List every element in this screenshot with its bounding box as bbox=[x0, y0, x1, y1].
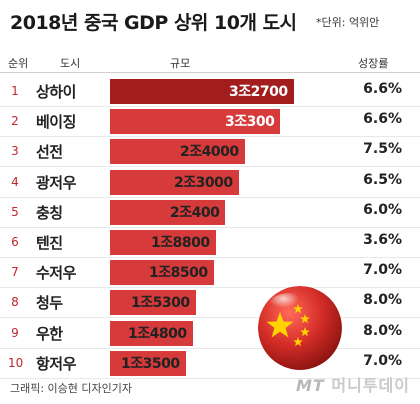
growth-rate-label: 3.6% bbox=[363, 232, 402, 248]
city-label: 선전 bbox=[36, 143, 63, 162]
gdp-value-label: 1조3500 bbox=[121, 355, 180, 372]
gdp-bar bbox=[110, 109, 280, 135]
table-row: 2 베이징 3조300 6.6% bbox=[0, 106, 420, 138]
city-label: 우한 bbox=[36, 324, 63, 343]
header-city: 도시 bbox=[60, 57, 81, 70]
gdp-value-label: 1조5300 bbox=[131, 295, 190, 312]
growth-rate-label: 8.0% bbox=[363, 322, 402, 339]
rank-label: 7 bbox=[11, 265, 19, 280]
gdp-value-label: 2조3000 bbox=[174, 174, 233, 191]
city-label: 상하이 bbox=[36, 83, 76, 101]
unit-note: *단위: 억위안 bbox=[316, 16, 380, 29]
gdp-value-label: 2조400 bbox=[170, 204, 220, 221]
rank-label: 6 bbox=[11, 235, 19, 249]
header-rank: 순위 bbox=[8, 57, 29, 70]
rank-label: 1 bbox=[11, 84, 19, 98]
row-divider bbox=[0, 257, 420, 258]
gdp-value-label: 1조4800 bbox=[128, 325, 187, 342]
row-divider bbox=[0, 377, 420, 379]
chart-title: 2018년 중국 GDP 상위 10개 도시 bbox=[10, 12, 297, 34]
city-label: 항저우 bbox=[36, 354, 76, 373]
growth-rate-label: 6.0% bbox=[363, 201, 402, 218]
table-row: 4 광저우 2조3000 6.5% bbox=[0, 167, 420, 198]
header-divider bbox=[0, 72, 420, 73]
growth-rate-label: 6.6% bbox=[363, 111, 402, 128]
row-divider bbox=[0, 317, 420, 319]
city-label: 수저우 bbox=[36, 264, 76, 283]
gdp-bar bbox=[110, 260, 214, 286]
table-row: 9 우한 1조4800 8.0% bbox=[0, 318, 420, 349]
rank-label: 3 bbox=[11, 144, 19, 159]
gdp-bar bbox=[110, 139, 245, 165]
city-label: 텐진 bbox=[36, 234, 63, 252]
growth-rate-label: 7.0% bbox=[363, 262, 402, 279]
gdp-bar bbox=[110, 320, 193, 346]
logo-mt: MT bbox=[295, 376, 325, 395]
gdp-bar bbox=[110, 169, 239, 195]
gdp-value-label: 3조300 bbox=[225, 114, 275, 131]
china-flag-ball-icon bbox=[258, 286, 342, 370]
growth-rate-label: 8.0% bbox=[363, 292, 402, 309]
row-divider bbox=[0, 196, 420, 198]
rank-label: 8 bbox=[11, 295, 19, 310]
rank-label: 2 bbox=[11, 114, 19, 129]
city-label: 충칭 bbox=[36, 203, 63, 222]
gdp-bar bbox=[110, 199, 225, 225]
table-row: 10 항저우 1조3500 7.0% bbox=[0, 348, 420, 379]
growth-rate-label: 6.5% bbox=[363, 171, 402, 188]
moneytoday-logo: MT 머니투데이 bbox=[296, 372, 410, 396]
growth-rate-label: 7.0% bbox=[363, 352, 402, 369]
row-divider bbox=[0, 166, 420, 168]
gdp-bar bbox=[110, 230, 216, 255]
table-row: 7 수저우 1조8500 7.0% bbox=[0, 257, 420, 289]
header-growth: 성장률 bbox=[358, 57, 389, 70]
table-row: 1 상하이 3조2700 6.6% bbox=[0, 76, 420, 107]
table-row: 5 충칭 2조400 6.0% bbox=[0, 197, 420, 228]
rank-label: 5 bbox=[11, 204, 19, 219]
row-divider bbox=[0, 287, 420, 289]
table-row: 3 선전 2조4000 7.5% bbox=[0, 136, 420, 168]
gdp-bar bbox=[110, 79, 294, 104]
city-label: 광저우 bbox=[36, 173, 76, 192]
city-label: 베이징 bbox=[36, 113, 76, 132]
header-size: 규모 bbox=[170, 57, 191, 70]
gdp-value-label: 1조8800 bbox=[151, 235, 210, 251]
row-divider bbox=[0, 347, 420, 349]
growth-rate-label: 6.6% bbox=[363, 81, 402, 97]
city-label: 청두 bbox=[36, 294, 63, 313]
gdp-value-label: 2조4000 bbox=[180, 144, 239, 161]
row-divider bbox=[0, 106, 420, 107]
gdp-bar bbox=[110, 350, 186, 376]
gdp-value-label: 3조2700 bbox=[229, 84, 288, 100]
table-row: 8 청두 1조5300 8.0% bbox=[0, 287, 420, 319]
rank-label: 4 bbox=[11, 174, 19, 189]
rank-label: 10 bbox=[8, 355, 24, 370]
rank-label: 9 bbox=[11, 325, 19, 340]
logo-text: 머니투데이 bbox=[331, 376, 410, 395]
growth-rate-label: 7.5% bbox=[363, 141, 402, 158]
gdp-value-label: 1조8500 bbox=[149, 265, 208, 282]
row-divider bbox=[0, 226, 420, 228]
table-row: 6 텐진 1조8800 3.6% bbox=[0, 227, 420, 258]
graphic-credit: 그래픽: 이승현 디자인기자 bbox=[10, 382, 133, 395]
gdp-bar bbox=[110, 290, 196, 316]
row-divider bbox=[0, 136, 420, 138]
